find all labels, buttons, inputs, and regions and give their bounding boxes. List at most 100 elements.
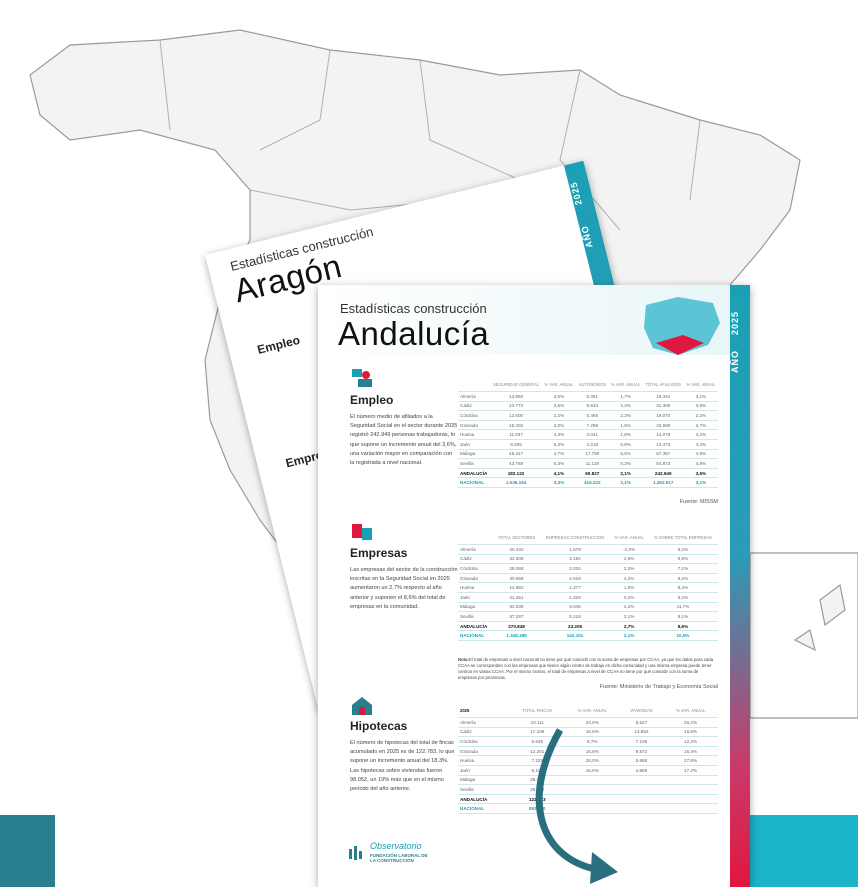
table-cell: 43.768: [490, 459, 542, 469]
table-cell: 3,1%: [610, 612, 648, 622]
table-cell: 2,6%: [610, 554, 648, 564]
header-cell: % VAR. ANUAL: [610, 530, 648, 545]
table-cell: 15,8%: [565, 746, 620, 756]
table-cell: 0,6%: [608, 439, 642, 449]
table-cell: 7.225: [510, 756, 565, 766]
table-cell: 4,4%: [684, 439, 718, 449]
table-cell: Cádiz: [458, 554, 493, 564]
table-cell: 2,7%: [684, 420, 718, 430]
table-row: Almería10.11124,9%8.52726,2%: [458, 718, 718, 728]
table-cell: 4,1%: [542, 468, 576, 478]
table-cell: NACIONAL: [458, 804, 510, 814]
table-cell: NACIONAL: [458, 631, 493, 641]
table-cell: 3,5%: [684, 401, 718, 411]
table-cell: 4,3%: [542, 430, 576, 440]
table-cell: 17,2%: [663, 765, 718, 775]
table-cell: 6.101: [510, 765, 565, 775]
table-cell: 4,2%: [610, 573, 648, 583]
table-cell: 2,2%: [608, 401, 642, 411]
table-row: Jaén21.2611.3260,2%6,2%: [458, 592, 718, 602]
table-row: Almería13.9503,5%5.3911,7%19.3443,1%: [458, 392, 718, 402]
table-cell: NACIONAL: [458, 478, 490, 488]
header-cell: TOTAL SECTORES: [493, 530, 539, 545]
table-cell: 553.670: [510, 804, 565, 814]
table-cell: 182.122: [490, 468, 542, 478]
table-cell: 57.297: [493, 612, 539, 622]
table-cell: [663, 794, 718, 804]
table-cell: 28.068: [493, 564, 539, 574]
table-cell: 5.218: [540, 612, 611, 622]
table-cell: 16.402: [490, 420, 542, 430]
table-cell: 2,1%: [608, 468, 642, 478]
table-cell: 3,6%: [684, 468, 718, 478]
table-cell: 1.679: [540, 545, 611, 555]
table-cell: 13.473: [643, 439, 684, 449]
table-cell: 13.853: [620, 727, 663, 737]
table-cell: Almería: [458, 545, 493, 555]
empresas-table: TOTAL SECTORESEMPRESAS CONSTRUCCIÓN% VAR…: [458, 530, 718, 641]
header-row: 2025TOTAL FINCAS% VAR. ANUALVIVIENDAS% V…: [458, 703, 718, 718]
table-cell: 1,5%: [608, 420, 642, 430]
section-heading: Empleo: [350, 393, 393, 407]
header-cell: % SOBRE TOTAL EMPRESAS: [648, 530, 718, 545]
header-cell: % VAR. ANUAL: [608, 377, 642, 392]
table-cell: Córdoba: [458, 737, 510, 747]
header-cell: VIVIENDAS: [620, 703, 663, 718]
table-cell: Almería: [458, 392, 490, 402]
table-cell: 5.988: [620, 756, 663, 766]
teal-block-left: [0, 815, 55, 887]
table-cell: 48.417: [490, 449, 542, 459]
table-cell: 142.101: [540, 631, 611, 641]
table-cell: 23.205: [540, 621, 611, 631]
table-cell: 10,5%: [648, 631, 718, 641]
table-cell: 416.322: [576, 478, 608, 488]
table-cell: 26,2%: [663, 718, 718, 728]
table-cell: Huelva: [458, 583, 493, 593]
table-cell: 122.783: [510, 794, 565, 804]
table-cell: 2,1%: [608, 478, 642, 488]
table-row: Jaén9.2555,3%4.2180,6%13.4734,4%: [458, 439, 718, 449]
title: Andalucía: [338, 315, 489, 353]
note-label: Nota:: [458, 657, 469, 662]
header-cell: % VAR. ANUAL: [542, 377, 576, 392]
table-cell: 270.848: [493, 621, 539, 631]
table-cell: ANDALUCÍA: [458, 794, 510, 804]
table-cell: Málaga: [458, 602, 493, 612]
table-cell: Sevilla: [458, 612, 493, 622]
table-cell: 7,1%: [648, 564, 718, 574]
table-cell: 5,5%: [608, 449, 642, 459]
table-cell: [620, 794, 663, 804]
table-cell: 2,2%: [542, 411, 576, 421]
table-cell: 2,1%: [610, 631, 648, 641]
table-row: Córdoba13.6002,2%5.4682,2%19.0702,2%: [458, 411, 718, 421]
table-cell: 5,3%: [542, 439, 576, 449]
table-cell: 24,9%: [565, 718, 620, 728]
table-cell: Córdoba: [458, 411, 490, 421]
table-cell: 5,3%: [542, 459, 576, 469]
table-row: Jaén6.10115,5%4.86917,2%: [458, 765, 718, 775]
note: Nota:El total de empresas a nivel nacion…: [458, 657, 718, 681]
table-cell: 2,2%: [608, 411, 642, 421]
table-cell: Almería: [458, 718, 510, 728]
table-cell: 4,9%: [684, 449, 718, 459]
header-cell: % VAR. ANUAL: [565, 703, 620, 718]
table-cell: 3,1%: [684, 478, 718, 488]
table-cell: 9.872: [620, 746, 663, 756]
header-cell: TOTAL AFILIADOS: [643, 377, 684, 392]
table-cell: 24.773: [490, 401, 542, 411]
section-text: Las empresas del sector de la construcci…: [350, 566, 458, 612]
national-row: NACIONAL1.036.1943,3%416.3222,1%1.452.51…: [458, 478, 718, 488]
table-cell: [565, 775, 620, 785]
table-cell: 29.924: [510, 785, 565, 795]
empresas-icon: [350, 520, 374, 540]
table-cell: -2,0%: [610, 545, 648, 555]
table-cell: Sevilla: [458, 459, 490, 469]
table-row: Málaga63.9356.0454,2%11,7%: [458, 602, 718, 612]
andalucia-document: 2025 AÑO Estadísticas construcción Andal…: [318, 285, 750, 887]
